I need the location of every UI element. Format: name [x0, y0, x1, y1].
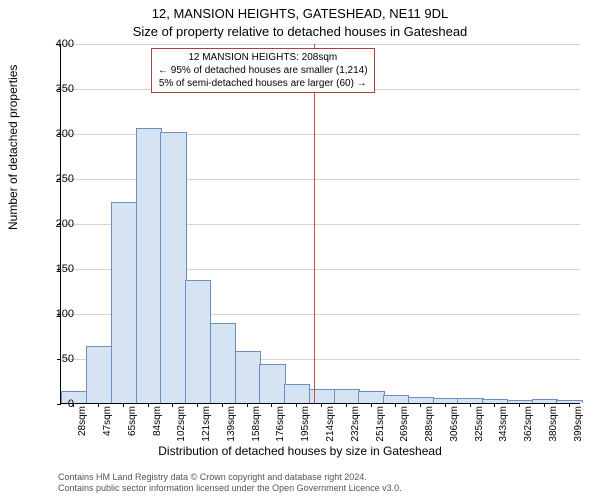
- y-tick-label: 150: [56, 263, 74, 275]
- x-tick: [271, 403, 272, 407]
- x-tick: [470, 403, 471, 407]
- x-tick-label: 176sqm: [275, 406, 286, 442]
- x-tick-label: 84sqm: [152, 406, 163, 436]
- x-tick-label: 65sqm: [127, 406, 138, 436]
- histogram-bar: [160, 132, 186, 403]
- annotation-box: 12 MANSION HEIGHTS: 208sqm← 95% of detac…: [151, 48, 375, 93]
- x-tick-label: 380sqm: [548, 406, 559, 442]
- x-tick: [123, 403, 124, 407]
- x-tick-label: 288sqm: [424, 406, 435, 442]
- x-tick: [519, 403, 520, 407]
- histogram-bar: [457, 398, 483, 404]
- x-tick: [494, 403, 495, 407]
- x-tick-label: 195sqm: [300, 406, 311, 442]
- histogram-bar: [556, 400, 582, 403]
- x-tick: [346, 403, 347, 407]
- footer-attribution: Contains HM Land Registry data © Crown c…: [58, 472, 402, 495]
- x-tick: [321, 403, 322, 407]
- histogram-bar: [433, 398, 459, 403]
- x-tick: [247, 403, 248, 407]
- gridline: [61, 44, 580, 45]
- x-tick-label: 325sqm: [474, 406, 485, 442]
- x-axis-label: Distribution of detached houses by size …: [0, 444, 600, 458]
- y-tick: [57, 404, 61, 405]
- x-tick: [544, 403, 545, 407]
- x-tick: [395, 403, 396, 407]
- plot-area: 28sqm47sqm65sqm84sqm102sqm121sqm139sqm15…: [60, 44, 580, 404]
- histogram-bar: [532, 399, 558, 403]
- x-tick-label: 399sqm: [573, 406, 584, 442]
- footer-line: Contains HM Land Registry data © Crown c…: [58, 472, 402, 483]
- x-tick-label: 28sqm: [77, 406, 88, 436]
- y-tick: [57, 359, 61, 360]
- x-tick: [445, 403, 446, 407]
- y-tick-label: 200: [56, 218, 74, 230]
- x-tick-label: 343sqm: [498, 406, 509, 442]
- x-tick-label: 232sqm: [350, 406, 361, 442]
- histogram-bar: [86, 346, 112, 403]
- histogram-bar: [61, 391, 87, 403]
- histogram-bar: [284, 384, 310, 403]
- histogram-chart: 12, MANSION HEIGHTS, GATESHEAD, NE11 9DL…: [0, 0, 600, 500]
- x-tick: [296, 403, 297, 407]
- chart-title-main: 12, MANSION HEIGHTS, GATESHEAD, NE11 9DL: [0, 6, 600, 21]
- chart-title-sub: Size of property relative to detached ho…: [0, 24, 600, 39]
- histogram-bar: [383, 395, 409, 403]
- x-tick-label: 214sqm: [325, 406, 336, 442]
- x-tick: [148, 403, 149, 407]
- histogram-bar: [210, 323, 236, 403]
- y-tick-label: 300: [56, 128, 74, 140]
- x-tick: [172, 403, 173, 407]
- x-tick: [197, 403, 198, 407]
- annotation-line: ← 95% of detached houses are smaller (1,…: [158, 64, 368, 77]
- histogram-bar: [259, 364, 285, 403]
- x-tick-label: 102sqm: [176, 406, 187, 442]
- histogram-bar: [136, 128, 162, 404]
- x-tick-label: 47sqm: [102, 406, 113, 436]
- footer-line: Contains public sector information licen…: [58, 483, 402, 494]
- annotation-line: 5% of semi-detached houses are larger (6…: [158, 77, 368, 90]
- y-tick-label: 100: [56, 308, 74, 320]
- histogram-bar: [358, 391, 384, 403]
- x-tick: [569, 403, 570, 407]
- reference-line: [314, 44, 315, 403]
- x-tick-label: 121sqm: [201, 406, 212, 442]
- x-tick-label: 139sqm: [226, 406, 237, 442]
- annotation-line: 12 MANSION HEIGHTS: 208sqm: [158, 51, 368, 64]
- histogram-bar: [185, 280, 211, 403]
- histogram-bar: [235, 351, 261, 403]
- x-tick-label: 362sqm: [523, 406, 534, 442]
- x-tick: [98, 403, 99, 407]
- y-tick-label: 400: [56, 38, 74, 50]
- x-tick: [371, 403, 372, 407]
- y-axis-label: Number of detached properties: [6, 65, 20, 230]
- y-tick-label: 0: [68, 398, 74, 410]
- x-tick-label: 251sqm: [375, 406, 386, 442]
- x-tick-label: 269sqm: [399, 406, 410, 442]
- y-tick-label: 50: [62, 353, 74, 365]
- y-tick-label: 350: [56, 83, 74, 95]
- x-tick-label: 158sqm: [251, 406, 262, 442]
- histogram-bar: [334, 389, 360, 404]
- histogram-bar: [111, 202, 137, 403]
- x-tick-label: 306sqm: [449, 406, 460, 442]
- x-tick: [420, 403, 421, 407]
- y-tick-label: 250: [56, 173, 74, 185]
- x-tick: [222, 403, 223, 407]
